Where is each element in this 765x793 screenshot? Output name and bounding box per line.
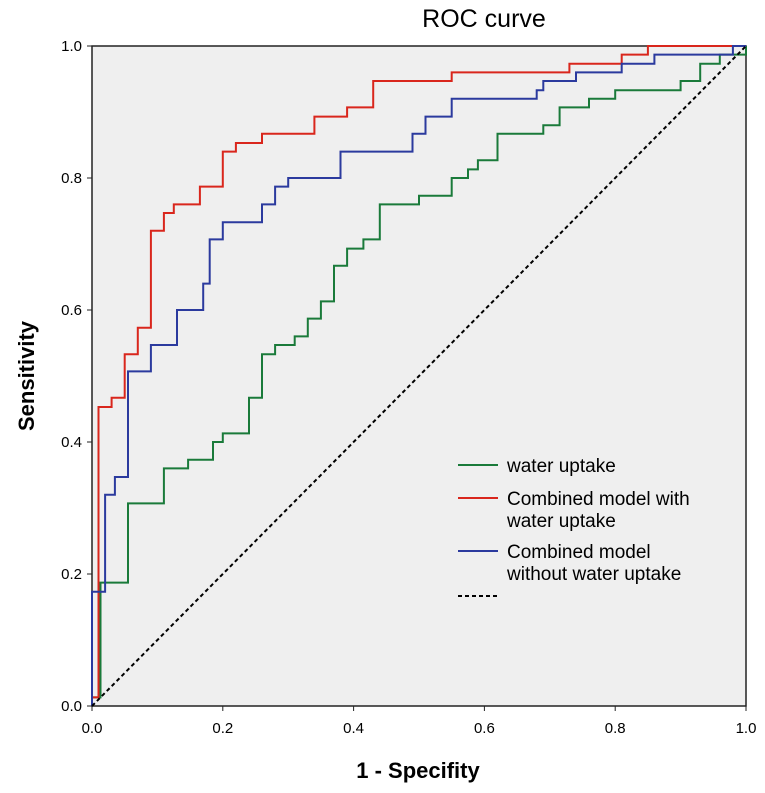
y-tick-label: 0.6 <box>61 302 82 319</box>
x-tick-label: 0.6 <box>474 720 495 737</box>
legend-label-2: water uptake <box>506 511 616 532</box>
x-tick-label: 1.0 <box>736 720 757 737</box>
x-tick-label: 0.2 <box>212 720 233 737</box>
legend-label-3: without water uptake <box>506 564 681 585</box>
x-tick-label: 0.8 <box>605 720 626 737</box>
series-line-3 <box>91 45 746 706</box>
series-line-2 <box>91 45 746 706</box>
y-tick-label: 0.4 <box>61 434 82 451</box>
y-tick-label: 0.8 <box>61 170 82 187</box>
legend-label-3: Combined model <box>507 542 651 563</box>
x-tick-label: 0.4 <box>343 720 364 737</box>
series-line-4 <box>91 45 747 707</box>
series-line-1 <box>91 46 747 706</box>
chart-title: ROC curve <box>422 5 546 33</box>
x-tick-label: 0.0 <box>82 720 103 737</box>
legend-label-1: water uptake <box>506 456 616 477</box>
axis-ticks: 0.0 0.2 0.4 0.6 0.8 1.0 0.0 0.2 0.4 0.6 0.8 1.0 <box>61 38 756 737</box>
series-layer <box>91 45 747 707</box>
y-tick-label: 0.2 <box>61 566 82 583</box>
y-tick-label: 0.0 <box>61 698 82 715</box>
x-axis-label: 1 - Specifity <box>356 758 480 783</box>
y-axis-label: Sensitivity <box>14 320 39 431</box>
y-tick-label: 1.0 <box>61 38 82 55</box>
legend-label-2: Combined model with <box>507 489 690 510</box>
